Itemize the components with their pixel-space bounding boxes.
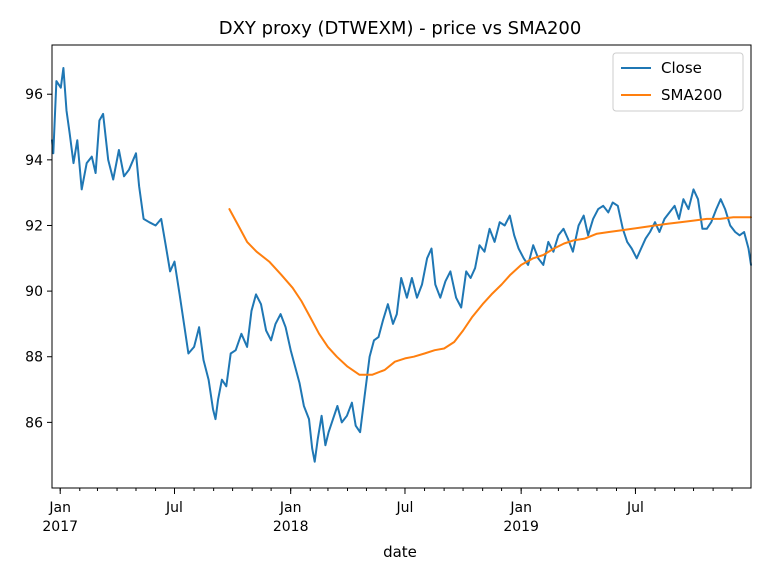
plot-area: 86 88 90 92 94 96 Jan 2017 Jul Jan 2018 Jul Jan 2019… <box>25 44 752 535</box>
x-axis-ticks: Jan 2017 Jul Jan 2018 Jul Jan 2019 Jul <box>42 488 733 535</box>
y-tick-label: 94 <box>25 153 43 169</box>
x-tick-label: Jul <box>396 500 414 516</box>
x-tick-label: Jul <box>626 500 644 516</box>
plot-frame <box>51 44 752 489</box>
chart-title: DXY proxy (DTWEXM) - price vs SMA200 <box>219 18 582 39</box>
legend-label-sma200: SMA200 <box>661 86 722 104</box>
x-tick-year-label: 2019 <box>503 519 539 535</box>
y-tick-label: 92 <box>25 218 43 234</box>
x-tick-label: Jan <box>279 500 302 516</box>
y-axis-ticks: 86 88 90 92 94 96 <box>25 87 52 431</box>
series-layer <box>51 67 752 463</box>
series-line-close <box>51 67 752 463</box>
x-tick-year-label: 2017 <box>42 519 78 535</box>
x-tick-label: Jan <box>509 500 532 516</box>
legend-label-close: Close <box>661 59 702 77</box>
x-tick-year-label: 2018 <box>273 519 309 535</box>
legend: Close SMA200 <box>612 52 744 112</box>
y-tick-label: 96 <box>25 87 43 103</box>
x-tick-label: Jan <box>48 500 71 516</box>
x-tick-label: Jul <box>165 500 183 516</box>
y-tick-label: 88 <box>25 350 43 366</box>
y-tick-label: 86 <box>25 415 43 431</box>
series-line-sma200 <box>228 208 752 376</box>
x-axis-label: date <box>383 543 417 561</box>
y-tick-label: 90 <box>25 284 43 300</box>
